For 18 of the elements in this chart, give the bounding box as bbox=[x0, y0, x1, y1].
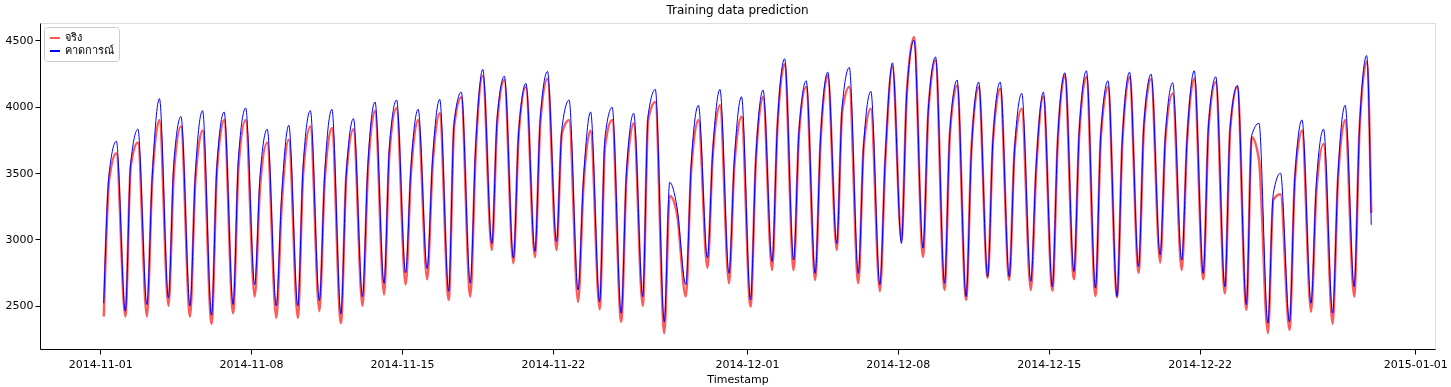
y-tick-label: 3000 bbox=[5, 232, 34, 246]
y-tick-label: 2500 bbox=[5, 299, 34, 313]
x-tick-label: 2014-12-15 bbox=[1017, 357, 1082, 371]
legend-label: คาดการณ์ bbox=[65, 44, 114, 57]
x-tick-label: 2015-01-01 bbox=[1383, 357, 1448, 371]
x-tick-label: 2014-12-22 bbox=[1168, 357, 1233, 371]
x-tick-label: 2014-12-08 bbox=[866, 357, 931, 371]
y-tick-label: 4500 bbox=[5, 33, 34, 47]
x-tick-label: 2014-11-01 bbox=[68, 357, 133, 371]
y-tick-label: 4000 bbox=[5, 100, 34, 114]
x-tick-label: 2014-12-01 bbox=[715, 357, 780, 371]
x-axis-title: Timestamp bbox=[706, 372, 769, 386]
x-tick-label: 2014-11-08 bbox=[219, 357, 284, 371]
y-tick-label: 3500 bbox=[5, 166, 34, 180]
x-tick-label: 2014-11-15 bbox=[370, 357, 435, 371]
chart-title: Training data prediction bbox=[665, 3, 809, 17]
legend-label: จริง bbox=[65, 31, 82, 44]
x-tick-label: 2014-11-22 bbox=[521, 357, 586, 371]
